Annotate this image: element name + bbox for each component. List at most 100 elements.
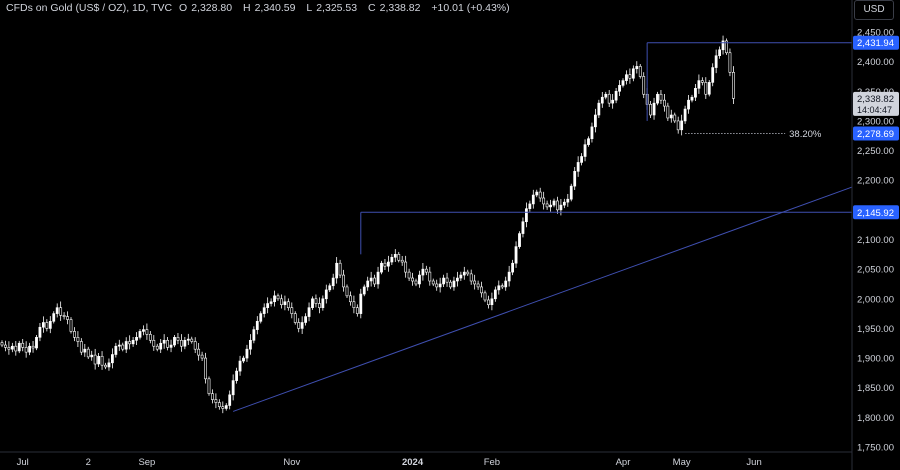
ohlc-close: C 2,338.82 [368, 2, 421, 14]
candle-body [111, 354, 114, 364]
y-tick-label: 2,000.00 [857, 294, 894, 305]
candle-body [352, 301, 356, 308]
candle-body [614, 90, 618, 101]
candle-body [549, 204, 552, 208]
candle-body [76, 337, 80, 342]
candle-body [562, 201, 566, 206]
candle-body [100, 355, 104, 366]
candle-body [176, 337, 180, 341]
ohlc-high: H 2,340.59 [242, 2, 296, 14]
candle-body [487, 299, 490, 306]
candle-body [183, 339, 187, 347]
candle-body [35, 337, 38, 349]
candle-body [680, 120, 684, 131]
candle-body [625, 74, 628, 81]
candle-body [514, 246, 518, 264]
candle-body [166, 339, 170, 348]
candle-body [273, 295, 276, 303]
currency-button[interactable]: USD [854, 0, 894, 20]
candle-body [476, 283, 480, 288]
candle-body [214, 399, 218, 403]
candle-body [407, 271, 411, 279]
candle-body [204, 357, 207, 380]
candle-body [231, 380, 235, 396]
candle-body [211, 393, 214, 400]
candle-body [373, 277, 377, 285]
candle-body [238, 360, 242, 372]
candle-body [38, 326, 42, 338]
x-tick-label: Apr [616, 457, 631, 468]
candle-body [331, 277, 335, 287]
candle-body [311, 298, 314, 308]
y-tick-label: 2,300.00 [857, 116, 894, 127]
candle-body [255, 321, 259, 330]
candle-body [135, 337, 138, 341]
candle-body [73, 331, 76, 338]
price-change: +10.01 (+0.43%) [431, 2, 510, 14]
candle-body [162, 339, 166, 344]
candle-body [652, 102, 656, 116]
candle-body [369, 277, 373, 282]
candle-body [683, 108, 687, 122]
candle-body [128, 341, 132, 345]
x-tick-label: Feb [484, 457, 500, 468]
y-tick-label: 2,050.00 [857, 265, 894, 276]
candle-body [721, 40, 725, 51]
candle-body [300, 322, 304, 329]
candle-body [552, 200, 556, 206]
candle-body [386, 261, 390, 267]
candle-body [131, 339, 135, 345]
candle-body [697, 80, 701, 89]
candle-body [117, 344, 121, 347]
y-tick-label: 1,900.00 [857, 354, 894, 365]
candle-body [662, 99, 666, 107]
candle-body [104, 364, 107, 368]
candle-body [249, 339, 252, 350]
candle-body [573, 171, 577, 187]
y-tick-label: 2,400.00 [857, 57, 894, 68]
candle-body [345, 286, 349, 297]
candle-body [704, 82, 708, 95]
candle-body [518, 233, 521, 247]
candle-body [193, 341, 197, 350]
candle-body [676, 120, 680, 131]
candle-body [242, 357, 245, 362]
candle-body [390, 256, 394, 263]
candle-body [690, 96, 694, 101]
candle-body [0, 342, 4, 346]
level-badge-label: 2,278.69 [857, 129, 894, 140]
y-tick-label: 2,200.00 [857, 176, 894, 187]
candle-body [262, 307, 266, 314]
candle-body [286, 301, 290, 308]
candle-body [335, 262, 339, 279]
candle-body [90, 354, 94, 358]
candle-body [424, 268, 428, 273]
candle-body [21, 342, 25, 348]
candle-body [145, 329, 149, 335]
candle-body [718, 49, 722, 57]
ohlc-open: O 2,328.80 [179, 2, 233, 14]
candle-body [535, 191, 539, 196]
candle-body [580, 156, 584, 163]
candle-body [207, 378, 211, 394]
candle-body [666, 105, 670, 119]
x-tick-label: 2 [86, 457, 91, 468]
candle-body [366, 280, 370, 288]
candle-body [180, 339, 183, 347]
candle-body [62, 315, 66, 317]
symbol-title[interactable]: CFDs on Gold (US$ / OZ), 1D, TVC [6, 2, 173, 14]
fib-label: 38.20% [789, 129, 822, 140]
candle-body [469, 273, 473, 282]
candle-body [414, 280, 418, 285]
candle-body [507, 271, 511, 282]
candle-body [631, 68, 635, 79]
candle-body [576, 162, 580, 172]
candle-body [293, 313, 297, 323]
candle-body [7, 347, 11, 350]
current-price-badge [853, 91, 899, 116]
y-tick-label: 2,250.00 [857, 146, 894, 157]
candle-body [138, 331, 142, 338]
candle-body [124, 341, 128, 350]
